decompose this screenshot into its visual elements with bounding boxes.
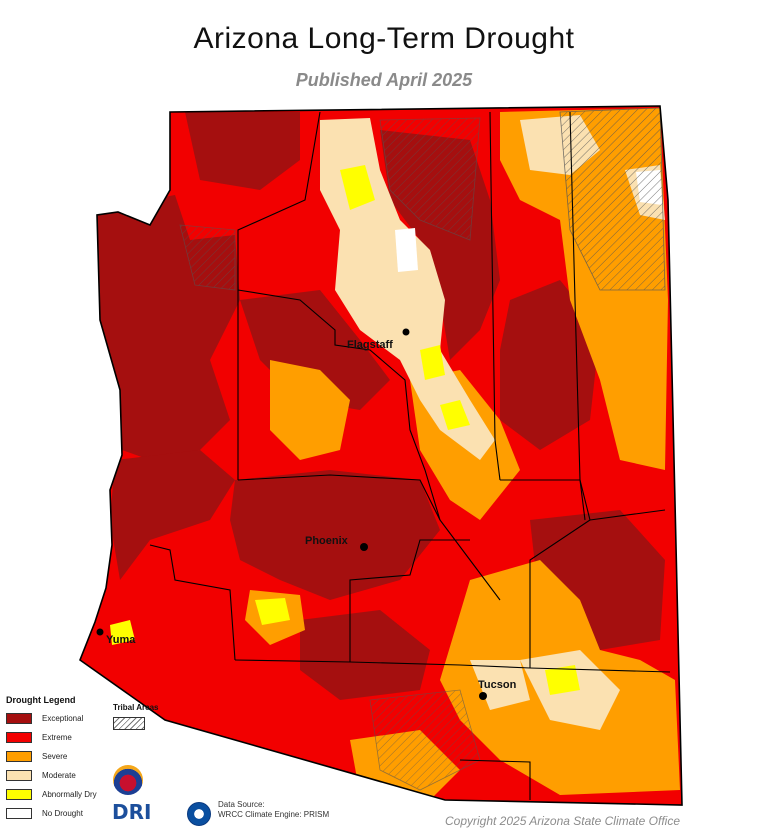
abnormally-dry-region (255, 598, 290, 625)
city-label: Phoenix (305, 535, 349, 547)
exceptional-region (500, 280, 600, 450)
abnormally-dry-region (110, 620, 135, 645)
tribal-legend: Tribal Areas (113, 703, 159, 730)
exceptional-region (110, 450, 235, 580)
city-label: Yuma (106, 634, 136, 646)
legend-swatch (6, 713, 32, 724)
copyright: Copyright 2025 Arizona State Climate Off… (444, 814, 680, 828)
county-boundaries (149, 111, 671, 800)
abnormally-dry-region (340, 165, 375, 210)
drought-fill (80, 106, 682, 805)
city-label: Tucson (478, 679, 517, 691)
exceptional-region (300, 610, 430, 700)
legend-item: No Drought (6, 804, 111, 823)
tribal-area (179, 224, 236, 291)
map-title: Arizona Long-Term Drought (193, 22, 575, 55)
legend-item: Abnormally Dry (6, 785, 111, 804)
arizona-outline (79, 105, 683, 806)
source-line1: Data Source: (218, 800, 265, 809)
noaa-logo (187, 802, 211, 826)
abnormally-dry-region (545, 665, 580, 695)
tribal-area (379, 117, 481, 241)
legend-item: Moderate (6, 766, 111, 785)
legend-item: Extreme (6, 728, 111, 747)
city-marker (360, 543, 368, 551)
exceptional-region (185, 112, 300, 190)
abnormally-dry-region (420, 345, 445, 380)
no-drought-region (395, 228, 418, 272)
severe-region (270, 360, 350, 460)
exceptional-region (230, 470, 440, 600)
legend-swatch (6, 808, 32, 819)
city-yuma: Yuma (96, 628, 136, 646)
legend-swatch (6, 789, 32, 800)
map-subtitle: Published April 2025 (295, 70, 473, 90)
source-line2: WRCC Climate Engine: PRISM (218, 810, 330, 819)
tribal-label: Tribal Areas (113, 703, 159, 712)
legend-item: Severe (6, 747, 111, 766)
city-tucson: Tucson (478, 679, 517, 700)
legend-item: Exceptional (6, 709, 111, 728)
city-marker (402, 328, 410, 336)
city-phoenix: Phoenix (305, 535, 368, 551)
legend-label: Exceptional (42, 714, 84, 723)
legend-label: No Drought (42, 809, 83, 818)
legend-swatch (6, 751, 32, 762)
tribal-area (369, 689, 481, 791)
data-source: Data Source: WRCC Climate Engine: PRISM (218, 800, 329, 820)
city-flagstaff: Flagstaff (347, 328, 410, 351)
legend-swatch (6, 732, 32, 743)
exceptional-region (240, 290, 390, 410)
arizona-climate-office-logo (113, 765, 143, 795)
legend-label: Extreme (42, 733, 72, 742)
tribal-swatch (113, 717, 145, 730)
city-label: Flagstaff (347, 339, 393, 351)
dri-logo: DRI (112, 800, 152, 824)
legend-label: Severe (42, 752, 68, 761)
tribal-area (559, 107, 666, 291)
legend-swatch (6, 770, 32, 781)
city-marker (96, 628, 104, 636)
city-marker (479, 692, 487, 700)
legend-label: Abnormally Dry (42, 790, 97, 799)
abnormally-dry-region (440, 400, 470, 430)
legend-items: Exceptional Extreme Severe Moderate Abnormal… (6, 709, 111, 823)
legend-title: Drought Legend (6, 695, 76, 705)
drought-legend: Drought Legend Exceptional Extreme Severe M… (6, 695, 111, 823)
legend-label: Moderate (42, 771, 76, 780)
